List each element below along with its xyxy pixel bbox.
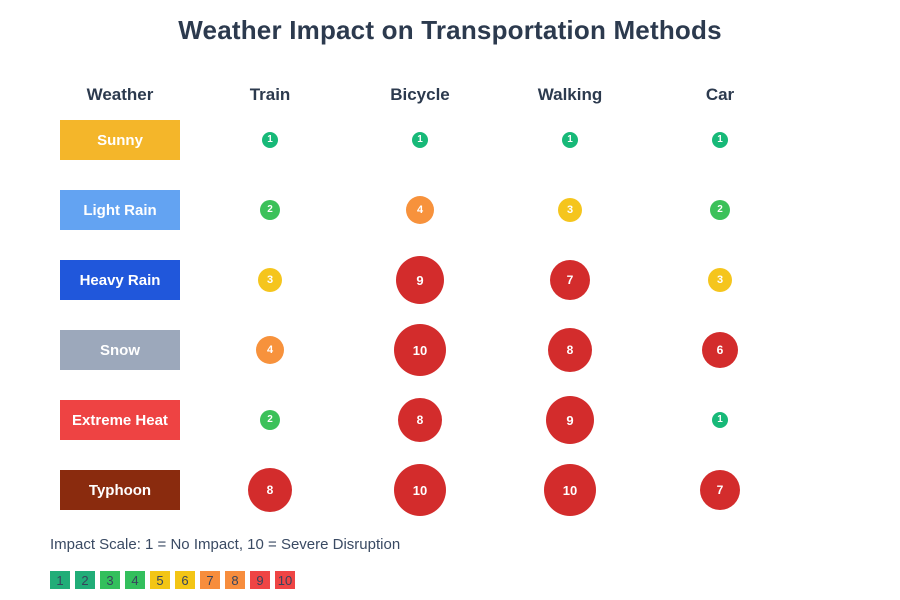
impact-cell: 8	[495, 315, 645, 385]
legend-swatch-4: 4	[125, 571, 145, 589]
legend-swatch-10: 10	[275, 571, 295, 589]
impact-bubble: 1	[262, 132, 278, 148]
legend-swatch-9: 9	[250, 571, 270, 589]
impact-bubble: 3	[258, 268, 282, 292]
impact-bubble: 1	[712, 412, 728, 428]
impact-bubble: 10	[544, 464, 596, 516]
impact-cell: 8	[195, 455, 345, 525]
column-header-car: Car	[705, 85, 735, 104]
impact-bubble: 10	[394, 464, 446, 516]
impact-cell: 6	[645, 315, 795, 385]
column-header-walking: Walking	[537, 85, 603, 104]
impact-cell: 4	[195, 315, 345, 385]
weather-row-label-heavy-rain: Heavy Rain	[60, 260, 180, 300]
impact-bubble: 4	[256, 336, 284, 364]
impact-bubble: 9	[396, 256, 444, 304]
impact-bubble: 1	[712, 132, 728, 148]
legend-swatch-8: 8	[225, 571, 245, 589]
legend-swatch-6: 6	[175, 571, 195, 589]
impact-cell: 2	[195, 175, 345, 245]
impact-scale-legend: 1 2 3 4 5 6 7 8 9 10	[50, 571, 295, 589]
impact-bubble: 8	[398, 398, 442, 442]
impact-bubble: 1	[562, 132, 578, 148]
impact-cell: 3	[495, 175, 645, 245]
impact-cell: 1	[645, 385, 795, 455]
legend-swatch-3: 3	[100, 571, 120, 589]
legend-swatch-2: 2	[75, 571, 95, 589]
impact-bubble: 2	[260, 410, 280, 430]
legend-swatch-5: 5	[150, 571, 170, 589]
column-header-train: Train	[249, 85, 291, 104]
impact-cell: 1	[345, 105, 495, 175]
impact-cell: 1	[495, 105, 645, 175]
impact-scale-note: Impact Scale: 1 = No Impact, 10 = Severe…	[50, 536, 401, 553]
impact-cell: 3	[645, 245, 795, 315]
legend-swatch-1: 1	[50, 571, 70, 589]
impact-bubble: 2	[260, 200, 280, 220]
impact-cell: 10	[345, 315, 495, 385]
impact-cell: 1	[195, 105, 345, 175]
impact-cell: 7	[495, 245, 645, 315]
column-header-weather: Weather	[86, 85, 154, 104]
chart-title: Weather Impact on Transportation Methods	[178, 15, 722, 45]
impact-bubble: 2	[710, 200, 730, 220]
weather-row-label-light-rain: Light Rain	[60, 190, 180, 230]
impact-bubble: 3	[708, 268, 732, 292]
impact-cell: 2	[195, 385, 345, 455]
impact-cell: 4	[345, 175, 495, 245]
impact-bubble: 7	[700, 470, 740, 510]
impact-bubble: 3	[558, 198, 582, 222]
impact-bubble: 7	[550, 260, 590, 300]
impact-cell: 10	[345, 455, 495, 525]
impact-bubble: 8	[248, 468, 292, 512]
impact-cell: 8	[345, 385, 495, 455]
impact-cell: 7	[645, 455, 795, 525]
impact-bubble: 6	[702, 332, 738, 368]
impact-bubble: 8	[548, 328, 592, 372]
weather-row-label-sunny: Sunny	[60, 120, 180, 160]
impact-bubble: 1	[412, 132, 428, 148]
impact-cell: 2	[645, 175, 795, 245]
impact-cell: 10	[495, 455, 645, 525]
legend-swatch-7: 7	[200, 571, 220, 589]
impact-cell: 9	[345, 245, 495, 315]
impact-cell: 3	[195, 245, 345, 315]
impact-bubble: 4	[406, 196, 434, 224]
impact-bubble: 10	[394, 324, 446, 376]
impact-cell: 9	[495, 385, 645, 455]
weather-row-label-extreme-heat: Extreme Heat	[60, 400, 180, 440]
impact-cell: 1	[645, 105, 795, 175]
weather-row-label-snow: Snow	[60, 330, 180, 370]
impact-bubble: 9	[546, 396, 594, 444]
column-header-bicycle: Bicycle	[390, 85, 450, 104]
weather-row-label-typhoon: Typhoon	[60, 470, 180, 510]
